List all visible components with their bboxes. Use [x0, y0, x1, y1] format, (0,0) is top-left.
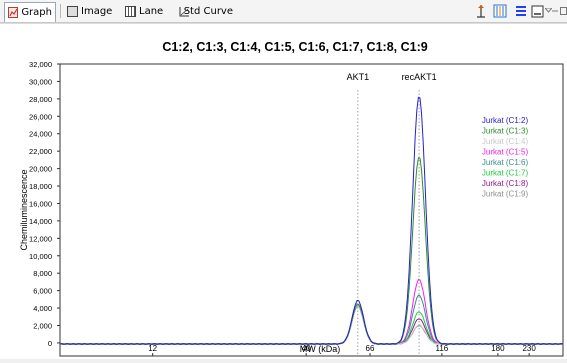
- legend-entry: Jurkat (C1:4): [482, 137, 529, 146]
- x-tick-label: 230: [522, 344, 536, 353]
- graph-icon: [8, 7, 19, 18]
- x-tick-label: 40: [302, 344, 311, 353]
- y-tick-label: 22,000: [29, 147, 52, 156]
- image-icon: [67, 5, 78, 17]
- legend-toggle-icon[interactable]: [514, 3, 528, 19]
- y-tick-label: 16,000: [29, 199, 52, 208]
- legend-entry: Jurkat (C1:9): [482, 190, 529, 199]
- legend: Jurkat (C1:2) Jurkat (C1:3)Jurkat (C1:4) J…: [482, 116, 529, 199]
- peak-annotation: recAKT1: [402, 72, 437, 82]
- x-tick-label: 116: [435, 344, 448, 353]
- y-tick-label: 30,000: [29, 77, 52, 86]
- series-line: [59, 96, 564, 345]
- lane-icon: [125, 5, 136, 17]
- tab-graph[interactable]: Graph: [4, 2, 56, 22]
- tab-divider: [60, 4, 61, 18]
- lane-select-icon[interactable]: [492, 3, 508, 19]
- y-tick-label: 8,000: [33, 269, 52, 278]
- y-tick-label: 24,000: [29, 130, 52, 139]
- y-tick-label: 12,000: [29, 234, 52, 243]
- y-tick-label: 0: [48, 339, 52, 348]
- x-axis: 12 40 66 116 180 230: [148, 344, 536, 356]
- std-curve-icon: [179, 6, 189, 17]
- y-tick-label: 6,000: [33, 287, 52, 296]
- legend-entry: Jurkat (C1:7): [482, 169, 529, 178]
- dropdown-icon[interactable]: [544, 3, 552, 19]
- legend-entry: Jurkat (C1:8): [482, 179, 529, 188]
- y-axis: 0 2,000 4,000 6,000 8,000 10,000 12,000 14,000 1…: [29, 60, 60, 348]
- minimize-icon[interactable]: [552, 3, 559, 19]
- chemiluminescence-chart[interactable]: C1:2, C1:3, C1:4, C1:5, C1:6, C1:7, C1:8…: [0, 24, 567, 359]
- chart-title: C1:2, C1:3, C1:4, C1:5, C1:6, C1:7, C1:8…: [162, 40, 427, 54]
- y-tick-label: 26,000: [29, 112, 52, 121]
- maximize-icon[interactable]: [559, 3, 567, 19]
- tab-std-curve-label: Std Curve: [183, 5, 233, 17]
- y-tick-label: 18,000: [29, 182, 52, 191]
- y-tick-label: 20,000: [29, 165, 52, 174]
- tab-image[interactable]: Image: [64, 2, 120, 20]
- y-tick-label: 10,000: [29, 252, 52, 261]
- y-tick-label: 28,000: [29, 95, 52, 104]
- x-tick-label: 12: [148, 344, 157, 353]
- y-tick-label: 32,000: [29, 60, 52, 69]
- legend-entry: Jurkat (C1:5): [482, 148, 529, 157]
- box-select-icon[interactable]: [530, 3, 544, 19]
- x-tick-label: 66: [366, 344, 375, 353]
- tab-lane-label: Lane: [139, 5, 164, 17]
- tab-std-curve[interactable]: Std Curve: [176, 2, 236, 20]
- y-tick-label: 14,000: [29, 217, 52, 226]
- tab-lane[interactable]: Lane: [122, 2, 174, 20]
- tab-bar: Graph Image Lane Std Curve: [0, 0, 567, 23]
- y-axis-label: Chemiluminescence: [19, 169, 29, 250]
- x-axis-label: MW (kDa): [300, 344, 341, 354]
- series-curves: [59, 96, 564, 345]
- legend-entry: Jurkat (C1:2): [482, 116, 529, 125]
- peak-marker-icon[interactable]: [474, 3, 488, 19]
- tab-graph-label: Graph: [21, 7, 52, 18]
- graph-panel: C1:2, C1:3, C1:4, C1:5, C1:6, C1:7, C1:8…: [0, 23, 567, 359]
- y-tick-label: 2,000: [33, 321, 52, 330]
- x-tick-label: 180: [491, 344, 505, 353]
- plot-area: [59, 63, 564, 357]
- peak-annotation: AKT1: [347, 72, 370, 82]
- legend-entry: Jurkat (C1:3): [482, 127, 529, 136]
- legend-entry: Jurkat (C1:6): [482, 158, 529, 167]
- tab-image-label: Image: [81, 5, 113, 17]
- y-tick-label: 4,000: [33, 304, 52, 313]
